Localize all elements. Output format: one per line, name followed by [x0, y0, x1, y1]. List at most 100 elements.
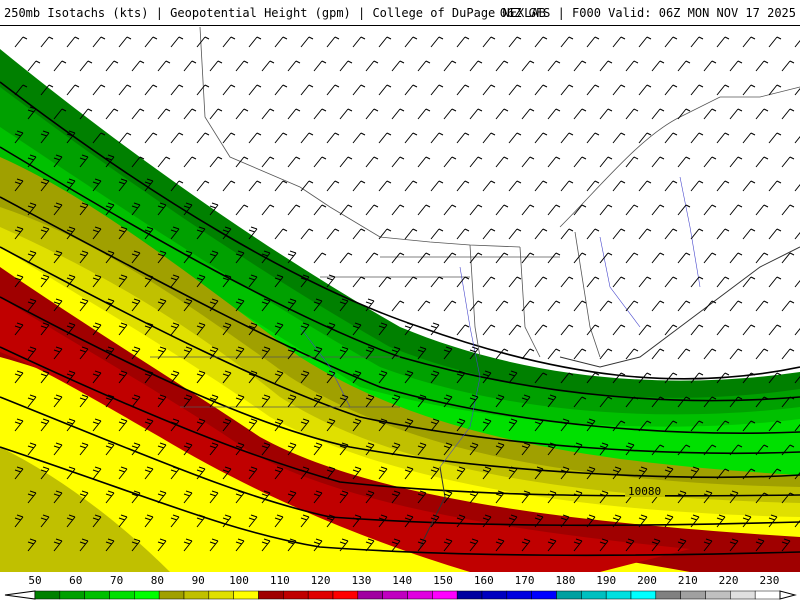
- wind-barb: [222, 514, 232, 528]
- wind-barb: [313, 298, 323, 312]
- wind-barb: [274, 274, 284, 288]
- wind-barb: [222, 226, 232, 240]
- wind-barb: [625, 396, 639, 408]
- wind-barb: [625, 442, 635, 456]
- wind-barb: [105, 538, 115, 552]
- wind-barb: [430, 276, 444, 288]
- wind-barb: [339, 490, 349, 504]
- wind-barb: [352, 84, 366, 96]
- wind-barb: [534, 372, 548, 384]
- wind-barb: [27, 538, 37, 552]
- wind-barb: [794, 279, 800, 288]
- wind-barb: [586, 514, 596, 528]
- wind-barb: [586, 418, 596, 432]
- wind-barb: [443, 204, 457, 216]
- wind-barb: [495, 348, 509, 360]
- legend-color-swatch: [705, 590, 731, 600]
- wind-barb: [326, 514, 336, 528]
- wind-barb: [703, 204, 717, 216]
- wind-barb: [443, 252, 457, 264]
- wind-barb: [547, 442, 557, 456]
- wind-barb: [118, 132, 132, 144]
- wind-barb: [417, 346, 427, 360]
- wind-barb: [40, 274, 50, 288]
- wind-barb: [261, 490, 271, 504]
- wind-barb: [391, 60, 405, 72]
- wind-barb: [612, 84, 626, 96]
- wind-barb: [664, 466, 674, 480]
- wind-barb: [118, 418, 128, 432]
- wind-barb: [560, 418, 570, 432]
- wind-barb: [482, 276, 496, 288]
- wind-barb: [40, 322, 50, 336]
- wind-barb: [144, 84, 158, 96]
- wind-barb: [495, 490, 505, 504]
- wind-barb: [131, 250, 141, 264]
- wind-barb: [105, 346, 115, 360]
- wind-barb: [417, 394, 427, 408]
- legend-tick-label: 90: [191, 574, 205, 587]
- wind-barb: [157, 442, 167, 456]
- wind-barb: [469, 108, 483, 120]
- legend-max-arrow: [779, 590, 797, 600]
- wind-barb: [118, 226, 128, 240]
- wind-barb: [560, 276, 574, 288]
- wind-barb: [14, 36, 28, 48]
- wind-barb: [482, 370, 492, 384]
- wind-barb: [222, 370, 232, 384]
- wind-barb: [755, 252, 769, 264]
- legend-color-swatch: [531, 590, 557, 600]
- wind-barb: [66, 226, 76, 240]
- wind-barb: [326, 370, 336, 384]
- wind-barb: [794, 135, 800, 144]
- wind-barb: [105, 60, 119, 72]
- wind-barb: [443, 108, 457, 120]
- wind-barb: [612, 132, 626, 144]
- wind-barb: [716, 180, 730, 192]
- wind-barb: [768, 180, 782, 192]
- wind-barb: [534, 84, 548, 96]
- wind-barb: [222, 274, 232, 288]
- legend-tick-label: 60: [69, 574, 83, 587]
- wind-barb: [183, 250, 193, 264]
- legend-color-swatch: [655, 590, 681, 600]
- wind-barb: [105, 250, 115, 264]
- legend-color-swatch: [481, 590, 508, 600]
- wind-barb: [378, 228, 392, 240]
- legend-color-swatch: [258, 590, 284, 600]
- wind-barb: [651, 396, 665, 408]
- wind-barb: [196, 274, 206, 288]
- wind-barb: [781, 60, 795, 72]
- legend-color-swatch: [283, 590, 309, 600]
- wind-barb: [222, 322, 232, 336]
- wind-barb: [651, 60, 665, 72]
- wind-barb: [651, 300, 665, 312]
- wind-barb: [651, 156, 665, 168]
- wind-barb: [222, 180, 236, 192]
- wind-barb: [352, 132, 366, 144]
- wind-barb: [66, 466, 76, 480]
- wind-barb: [92, 466, 102, 480]
- wind-barb: [586, 372, 600, 384]
- wind-barb: [261, 156, 275, 168]
- wind-barb: [144, 274, 154, 288]
- wind-barb: [456, 36, 470, 48]
- wind-barb: [664, 514, 674, 528]
- wind-barb: [456, 370, 466, 384]
- wind-barb: [690, 180, 704, 192]
- wind-barb: [300, 132, 314, 144]
- wind-barb: [183, 538, 193, 552]
- wind-barb: [599, 442, 609, 456]
- wind-barb: [443, 442, 453, 456]
- wind-barb: [391, 252, 405, 264]
- wind-barb: [677, 60, 691, 72]
- wind-barb: [105, 298, 115, 312]
- wind-barb: [469, 252, 483, 264]
- wind-barb: [79, 490, 89, 504]
- wind-barb: [378, 418, 388, 432]
- wind-barb: [274, 132, 288, 144]
- wind-barb: [729, 538, 739, 552]
- weather-map-panel: 10080: [0, 27, 800, 572]
- wind-barb: [794, 327, 800, 336]
- wind-barb: [729, 252, 743, 264]
